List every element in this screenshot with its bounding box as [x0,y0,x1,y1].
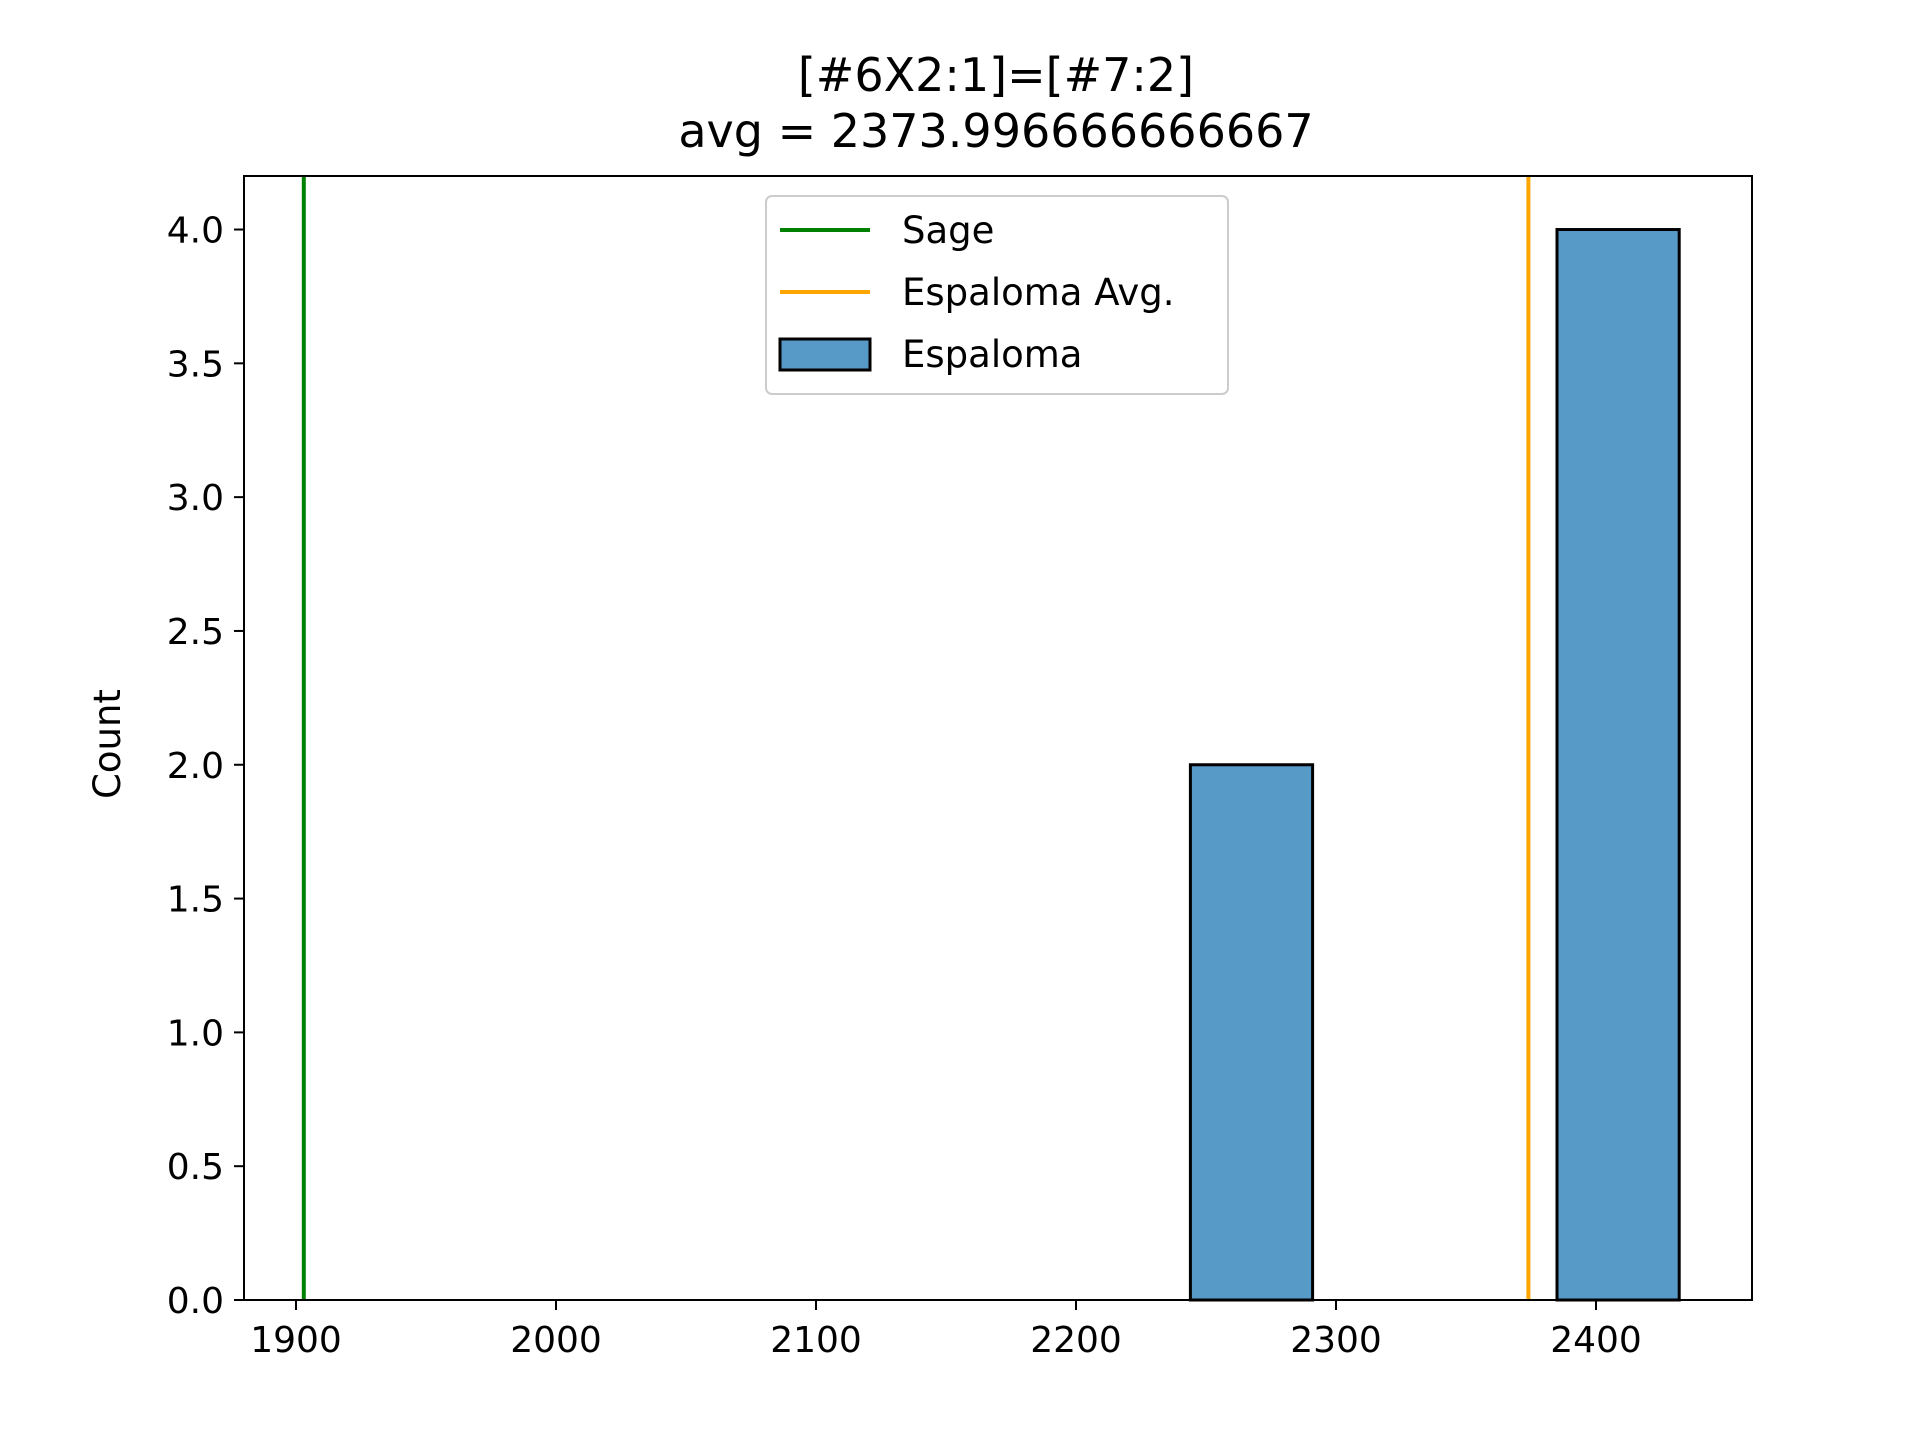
x-tick-label-4: 2300 [1290,1320,1382,1361]
y-tick-label-2: 1.0 [167,1013,224,1054]
y-tick-label-4: 2.0 [167,746,224,787]
legend: Sage Espaloma Avg. Espaloma [765,195,1229,395]
chart-title: [#6X2:1]=[#7:2] [798,48,1194,102]
histogram-bar-3 [1555,228,1681,1302]
y-tick-label-3: 1.5 [167,880,224,921]
x-tick-label-0: 1900 [250,1320,342,1361]
y-tick-label-0: 0.0 [167,1281,224,1322]
histogram-bar-0 [1188,763,1315,1302]
x-tick-label-1: 2000 [510,1320,602,1361]
legend-label-0: Sage [902,209,994,252]
chart-subtitle: avg = 2373.996666666667 [678,104,1313,158]
legend-box [765,195,1229,395]
y-axis-label: Count [86,689,129,799]
legend-label-1: Espaloma Avg. [902,271,1175,314]
y-tick-label-6: 3.0 [167,478,224,519]
x-tick-label-2: 2100 [770,1320,862,1361]
x-tick-label-5: 2400 [1550,1320,1642,1361]
y-tick-label-5: 2.5 [167,612,224,653]
axes-frame [243,175,1753,1301]
plot-area: 1900 2000 2100 2200 2300 2400 0.0 0.5 1.0 1.5 2.0 2… [167,175,1753,1361]
y-tick-label-7: 3.5 [167,344,224,385]
x-tick-label-3: 2200 [1030,1320,1122,1361]
legend-label-2: Espaloma [902,333,1082,376]
legend-swatch-2 [778,337,872,372]
y-tick-label-1: 0.5 [167,1147,224,1188]
y-tick-label-8: 4.0 [167,211,224,252]
